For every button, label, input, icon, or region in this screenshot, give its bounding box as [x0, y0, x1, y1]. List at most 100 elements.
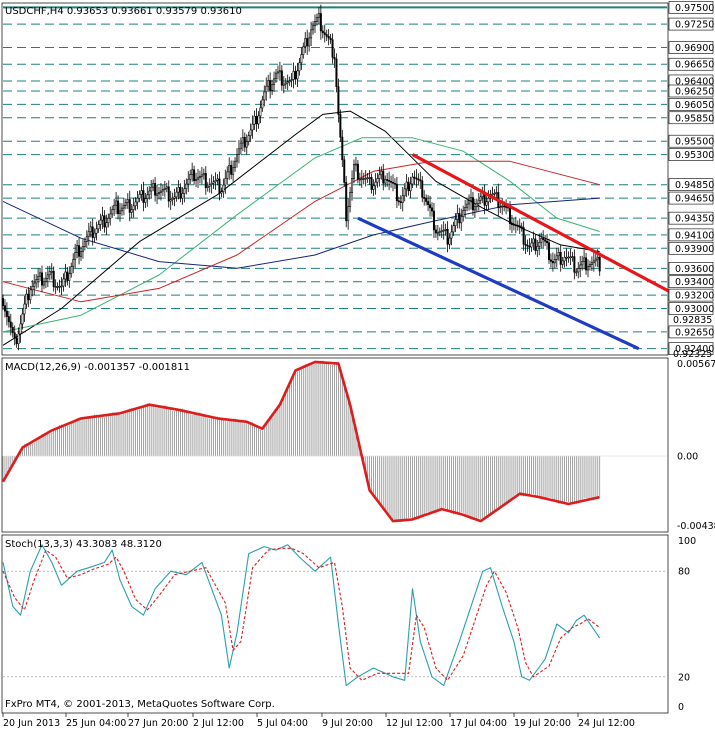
price-level-tag [668, 98, 714, 111]
candle-body [577, 268, 580, 273]
candle-body [253, 115, 256, 125]
candle-body [208, 184, 211, 187]
price-level-tag [668, 148, 714, 161]
candle-body [530, 242, 533, 248]
macd-axis: 0.00567 0.00 -0.00438 [677, 359, 715, 532]
moving-average-line [2, 197, 600, 269]
candle-body [44, 277, 47, 282]
candle-body [423, 197, 426, 199]
candle-body [518, 225, 521, 228]
candle-body [395, 183, 398, 202]
price-tick-label: 0.94650 [675, 194, 714, 205]
candle-body [440, 230, 443, 233]
candle-body [343, 159, 346, 183]
candle-body [296, 70, 299, 80]
candle-body [204, 173, 207, 188]
candle-body [17, 333, 20, 345]
candle-body [313, 21, 316, 27]
candle-body [592, 260, 595, 264]
candle-body [206, 185, 209, 188]
candle-body [265, 85, 268, 93]
candle-body [251, 123, 254, 131]
candle-body [310, 29, 313, 39]
time-tick-label: 9 Jul 20:00 [322, 718, 373, 729]
candle-body [165, 186, 168, 189]
candle-body [259, 107, 262, 117]
candle-body [569, 256, 572, 259]
time-axis: 20 Jun 2013 25 Jun 04:00 27 Jun 20:00 2 Jul… [2, 713, 635, 729]
candle-body [503, 205, 506, 208]
candle-body [146, 194, 149, 199]
candle-body [413, 176, 416, 179]
candle-body [91, 226, 94, 238]
candle-body [538, 242, 541, 247]
candle-body [573, 256, 576, 273]
candle-body [177, 187, 180, 193]
candle-body [319, 13, 322, 32]
price-tick-label: 0.93000 [675, 304, 714, 315]
candle-body [352, 164, 355, 179]
candle-body [583, 257, 586, 262]
candle-body [553, 259, 556, 264]
candle-body [386, 179, 389, 181]
candle-body [450, 231, 453, 239]
macd-tick-label: 0.00 [677, 452, 698, 463]
candle-body [444, 229, 447, 231]
macd-panel-frame[interactable] [1, 357, 669, 533]
candle-body [241, 137, 244, 144]
price-level-tag [668, 325, 714, 339]
candle-body [581, 261, 584, 266]
candle-body [468, 200, 471, 205]
candle-body [179, 187, 182, 199]
time-tick-label: 19 Jul 20:00 [514, 718, 571, 729]
price-level-tag [668, 211, 714, 225]
candle-body [335, 58, 338, 88]
candle-body [144, 198, 147, 203]
candle-body [255, 115, 258, 125]
candle-body [306, 38, 309, 47]
candle-body [575, 271, 578, 274]
time-tick-label: 12 Jul 12:00 [386, 718, 443, 729]
price-tick-label: 0.92835 [673, 315, 712, 326]
candle-body [417, 178, 420, 181]
candle-body [40, 272, 43, 286]
candle-body [167, 186, 170, 202]
candle-body [237, 148, 240, 155]
candle-body [195, 178, 198, 181]
moving-average-line [2, 137, 600, 333]
candle-body [493, 192, 496, 195]
candle-body [315, 17, 318, 22]
time-tick-label: 25 Jun 04:00 [66, 718, 126, 729]
price-tick-label: 0.95850 [675, 113, 714, 124]
price-panel-frame[interactable] [1, 2, 669, 356]
candle-body [95, 228, 98, 234]
candle-body [358, 178, 361, 181]
candle-body [156, 193, 159, 196]
candle-body [378, 174, 381, 179]
candle-body [438, 231, 441, 233]
candle-body [508, 207, 511, 225]
price-level-tag [668, 342, 714, 355]
candle-body [327, 35, 330, 39]
stoch-panel-frame[interactable] [1, 534, 669, 714]
candle-body [126, 199, 129, 203]
price-tick-label: 0.93900 [675, 244, 714, 255]
candle-body [427, 201, 430, 205]
candle-body [64, 271, 67, 280]
candle-body [202, 173, 205, 176]
stoch-tick-label: 80 [678, 567, 690, 578]
candle-body [247, 135, 250, 142]
candle-body [52, 270, 55, 288]
candle-body [323, 32, 326, 35]
candle-body [411, 176, 414, 185]
candle-body [187, 178, 190, 185]
candle-body [466, 203, 469, 208]
candle-body [193, 169, 196, 181]
price-tick-label: 0.96900 [675, 43, 714, 54]
candle-body [111, 209, 114, 215]
candle-body [140, 190, 143, 195]
candle-body [520, 226, 523, 229]
candle-body [124, 202, 127, 206]
candle-body [540, 237, 543, 243]
price-level-tag [668, 302, 714, 315]
